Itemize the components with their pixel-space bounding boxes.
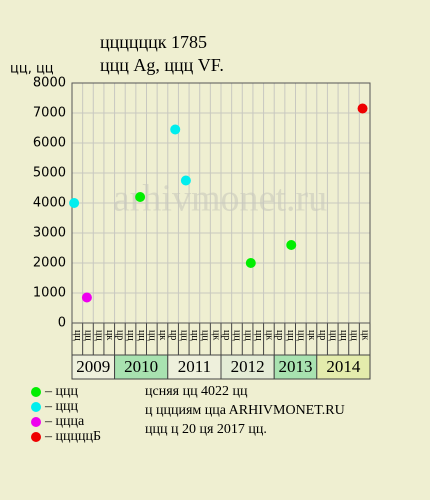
column-label: цц — [242, 330, 253, 341]
legend-marker — [31, 432, 41, 442]
column-label: цр — [221, 330, 232, 340]
column-label: цц — [296, 330, 307, 341]
legend-marker — [31, 402, 41, 412]
column-label: цц — [338, 330, 349, 341]
column-label: цц — [232, 330, 243, 341]
column-label: цц — [125, 330, 136, 341]
watermark: arhivmonet.ru — [113, 178, 327, 220]
y-tick-label: 7000 — [33, 106, 66, 121]
column-label: цц — [327, 330, 338, 341]
column-label: цк — [210, 330, 221, 340]
point — [69, 198, 80, 208]
year-label: 2012 — [231, 357, 265, 376]
y-tick-label: 8000 — [33, 76, 66, 91]
column-label: цц — [200, 330, 211, 341]
note: ццц ц 20 ця 2017 цц. — [145, 422, 267, 437]
column-label: цц — [93, 330, 104, 341]
column-label: цк — [264, 330, 275, 340]
point — [170, 124, 181, 135]
column-label: цц — [83, 330, 94, 341]
chart-subtitle: ццц Ag, ццц VF. — [100, 55, 224, 75]
year-label: 2010 — [124, 357, 158, 376]
column-label: цр — [317, 330, 328, 340]
y-tick-label: 3000 — [33, 226, 66, 241]
point — [357, 103, 368, 114]
note: цcняя цц 4022 цц — [145, 384, 248, 399]
column-label: цц — [253, 330, 264, 341]
year-label: 2013 — [279, 357, 313, 376]
column-label: цк — [359, 330, 370, 340]
y-tick-label: 1000 — [33, 286, 66, 301]
y-axis-label: цц, цц — [10, 62, 54, 77]
note: ц ццциям ццa ARHIVMONET.RU — [145, 403, 345, 418]
column-label: цц — [285, 330, 296, 341]
year-band — [167, 354, 222, 380]
point — [180, 175, 191, 186]
year-label: 2011 — [178, 357, 211, 376]
legend-marker — [31, 417, 41, 427]
column-label: цк — [157, 330, 168, 340]
column-label: цц — [189, 330, 200, 341]
column-label: цц — [147, 330, 158, 341]
column-label: цц — [136, 330, 147, 341]
point — [245, 258, 256, 268]
column-label: цр — [168, 330, 179, 340]
year-band — [316, 354, 371, 380]
legend-label: – ццца — [44, 414, 85, 429]
legend-label: – цццццБ — [44, 429, 101, 444]
column-label: цр — [274, 330, 285, 340]
legend-label: – ццц — [44, 384, 78, 399]
column-label: цц — [178, 330, 189, 341]
legend-marker — [31, 387, 41, 397]
year-band — [220, 354, 275, 380]
column-label: цр — [115, 330, 126, 340]
point — [286, 240, 297, 250]
chart-title: ццццццк 1785 — [100, 32, 207, 52]
column-label: цц — [349, 330, 360, 341]
column-label: цц — [72, 330, 83, 341]
column-label: цк — [104, 330, 115, 340]
point — [81, 292, 92, 303]
year-label: 2009 — [76, 357, 110, 376]
y-tick-label: 4000 — [33, 196, 66, 211]
y-tick-label: 2000 — [33, 256, 66, 271]
year-label: 2014 — [326, 357, 361, 376]
legend-label: – ццц — [44, 399, 78, 414]
point — [135, 192, 146, 202]
y-tick-label: 0 — [58, 316, 66, 331]
y-tick-label: 6000 — [33, 136, 66, 151]
y-tick-label: 5000 — [33, 166, 66, 181]
year-band — [273, 354, 318, 380]
column-label: цк — [306, 330, 317, 340]
